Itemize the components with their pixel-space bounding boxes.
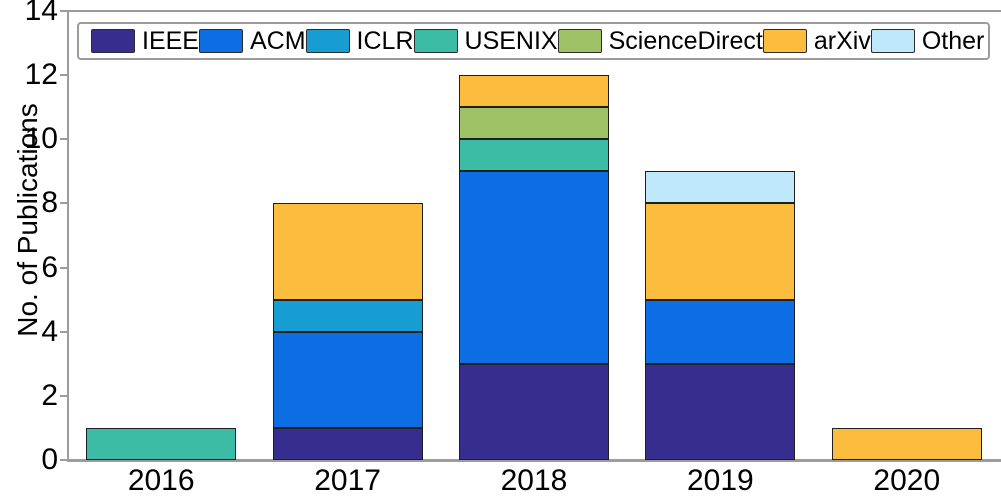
y-tick-mark-2 [60, 394, 68, 397]
bar-segment-acm-2019 [645, 299, 796, 364]
legend-label-arxiv: arXiv [813, 26, 871, 55]
y-tick-label-0: 0 [41, 443, 58, 476]
x-tick-label-2020: 2020 [873, 464, 941, 496]
y-tick-label-6: 6 [41, 250, 58, 284]
legend-entry-arxiv: arXiv [762, 26, 871, 55]
bar-segment-arxiv-2020 [831, 427, 982, 460]
y-tick-mark-12 [60, 74, 68, 77]
legend-entry-usenix: USENIX [413, 26, 558, 55]
legend-swatch-sciencedirect [557, 29, 602, 53]
y-tick-label-10: 10 [24, 122, 58, 156]
legend-swatch-acm [198, 29, 243, 53]
x-tick-label-2017: 2017 [314, 464, 381, 496]
y-tick-label-14: 14 [24, 0, 58, 27]
y-tick-mark-14 [60, 10, 68, 12]
y-tick-mark-10 [60, 138, 68, 141]
y-tick-label-4: 4 [41, 314, 58, 348]
legend-swatch-other [870, 29, 915, 53]
bar-segment-ieee-2017 [272, 427, 423, 460]
y-tick-mark-4 [60, 330, 68, 333]
legend: IEEE ACM ICLR USENIX ScienceDirect arXiv Other [77, 22, 990, 60]
x-tick-label-2018: 2018 [500, 464, 568, 496]
legend-label-other: Other [921, 26, 985, 55]
y-tick-label-12: 12 [24, 58, 58, 92]
bar-segment-other-2019 [645, 171, 796, 204]
legend-label-acm: ACM [249, 26, 306, 55]
y-tick-label-8: 8 [41, 186, 58, 220]
bar-segment-acm-2018 [459, 171, 609, 364]
bar-segment-arxiv-2019 [645, 203, 796, 300]
plot-bottom-spine [67, 459, 1001, 462]
y-tick-mark-8 [60, 202, 68, 205]
legend-label-sciencedirect: ScienceDirect [608, 26, 763, 55]
bar-segment-ieee-2018 [459, 363, 609, 460]
legend-entry-acm: ACM [198, 26, 306, 55]
legend-label-iclr: ICLR [356, 26, 414, 55]
bar-segment-usenix-2018 [459, 139, 609, 172]
legend-swatch-arxiv [762, 29, 807, 53]
legend-entry-iclr: ICLR [305, 26, 414, 55]
legend-label-ieee: IEEE [142, 26, 199, 55]
legend-swatch-usenix [413, 29, 458, 53]
legend-swatch-ieee [91, 29, 135, 53]
plot-left-spine [67, 10, 69, 462]
legend-label-usenix: USENIX [464, 26, 558, 55]
x-tick-label-2019: 2019 [687, 464, 754, 496]
bar-segment-ieee-2019 [645, 363, 796, 460]
bar-segment-iclr-2017 [272, 299, 423, 332]
bar-segment-arxiv-2018 [459, 75, 609, 108]
bar-segment-usenix-2016 [86, 427, 237, 460]
legend-entry-sciencedirect: ScienceDirect [557, 26, 763, 55]
y-tick-mark-0 [60, 459, 68, 461]
y-tick-mark-6 [60, 266, 68, 269]
bar-segment-arxiv-2017 [272, 203, 423, 300]
x-tick-label-2016: 2016 [127, 464, 195, 496]
bar-segment-acm-2017 [272, 331, 423, 428]
legend-entry-ieee: IEEE [91, 26, 199, 55]
bar-segment-sciencedirect-2018 [459, 107, 609, 140]
legend-swatch-iclr [305, 29, 350, 53]
legend-entry-other: Other [870, 26, 985, 55]
plot-top-spine [67, 10, 1001, 12]
y-tick-label-2: 2 [41, 378, 58, 412]
